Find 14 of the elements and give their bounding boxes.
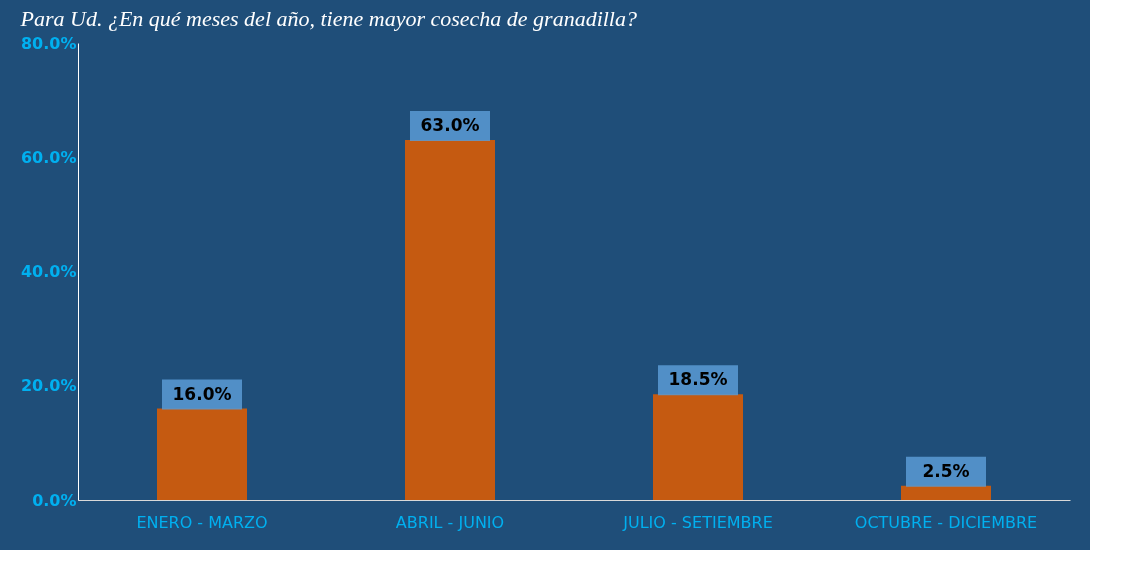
data-label: 63.0% — [420, 115, 480, 136]
data-label: 2.5% — [922, 460, 970, 481]
y-tick-label: 20.0% — [20, 376, 77, 396]
data-label: 16.0% — [172, 383, 232, 404]
y-tick-label: 80.0% — [20, 33, 77, 53]
y-tick-label: 40.0% — [20, 262, 77, 281]
y-tick-label: 0.0% — [32, 490, 77, 510]
chart-title: Para Ud. ¿En qué meses del año, tiene mayor cosecha de granadilla? — [19, 6, 637, 31]
x-tick-label: ENERO - MARZO — [136, 512, 268, 532]
data-label: 18.5% — [668, 369, 728, 390]
x-tick-label: ABRIL - JUNIO — [395, 512, 505, 532]
x-tick-label: JULIO - SETIEMBRE — [622, 512, 773, 532]
x-tick-label: OCTUBRE - DICIEMBRE — [854, 512, 1038, 532]
y-tick-label: 60.0% — [20, 147, 77, 167]
